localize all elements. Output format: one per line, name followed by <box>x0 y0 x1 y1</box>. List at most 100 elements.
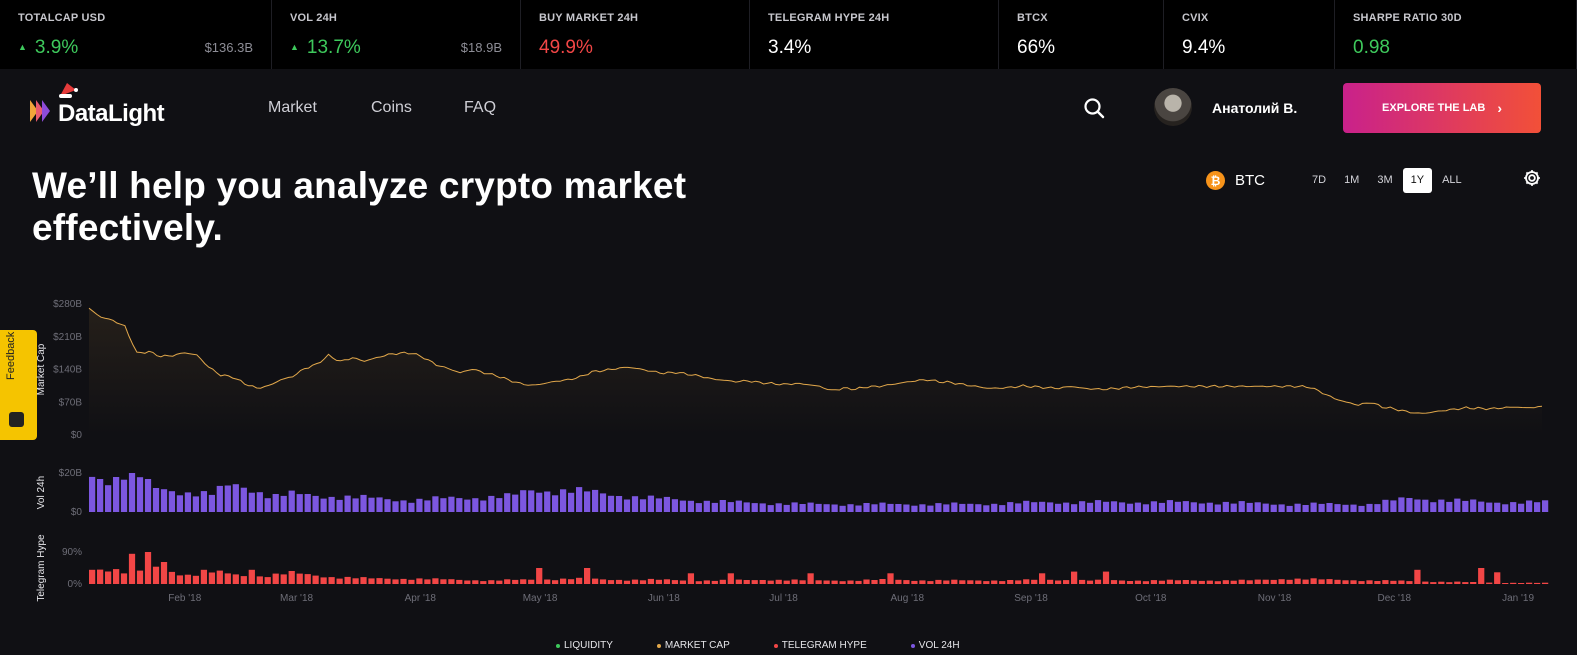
bar-telegram-hype <box>1142 581 1150 584</box>
bar-telegram-hype <box>264 577 271 584</box>
nav-market[interactable]: Market <box>268 99 317 116</box>
ticker-value: ▲ 13.7% <box>290 37 361 59</box>
bar-vol-24h <box>256 492 263 512</box>
bar-telegram-hype <box>584 568 591 584</box>
bar-telegram-hype <box>232 574 239 584</box>
bar-telegram-hype <box>1366 580 1373 584</box>
bar-vol-24h <box>352 498 359 512</box>
bar-telegram-hype <box>991 580 998 584</box>
bar-vol-24h <box>328 496 335 512</box>
bar-vol-24h <box>344 495 351 512</box>
explore-the-lab-button[interactable]: EXPLORE THE LAB › <box>1343 83 1541 133</box>
bar-vol-24h <box>783 504 790 512</box>
bar-vol-24h <box>192 496 200 512</box>
bar-vol-24h <box>232 484 239 512</box>
bar-telegram-hype <box>1150 580 1158 584</box>
bar-vol-24h <box>599 493 607 512</box>
bar-telegram-hype <box>256 576 263 584</box>
bar-vol-24h <box>903 504 910 512</box>
bar-vol-24h <box>927 505 934 512</box>
bar-telegram-hype <box>1454 581 1461 584</box>
ticker-item-sharpe-ratio-30d[interactable]: SHARPE RATIO 30D 0.98 <box>1335 0 1577 69</box>
bar-vol-24h <box>1406 498 1413 512</box>
coin-selector[interactable]: ₿ BTC <box>1206 171 1265 190</box>
datalight-logo[interactable]: DataLight <box>30 83 200 132</box>
x-tick-label: Jun '18 <box>648 593 680 604</box>
nav-coins[interactable]: Coins <box>371 99 412 116</box>
range-7d[interactable]: 7D <box>1312 174 1327 186</box>
legend-telegram-hype[interactable]: TELEGRAM HYPE <box>773 640 867 651</box>
legend-market-cap[interactable]: MARKET CAP <box>656 640 730 651</box>
user-name[interactable]: Анатолий В. <box>1212 100 1298 116</box>
bar-vol-24h <box>1422 499 1429 512</box>
market-cap-panel: $280B $210B $140B $70B $0 Market Cap <box>36 299 1543 441</box>
ticker-value: 49.9% <box>539 37 593 59</box>
ticker-item-totalcap-usd[interactable]: TOTALCAP USD ▲ 3.9% $136.3B <box>0 0 272 69</box>
bar-vol-24h <box>999 505 1006 512</box>
bar-telegram-hype <box>1015 580 1022 584</box>
x-axis: Feb '18 Mar '18 Apr '18 May '18 Jun '18 Jul '… <box>168 593 1534 604</box>
legend-vol-24h[interactable]: VOL 24H <box>910 640 960 651</box>
legend-liquidity[interactable]: LIQUIDITY <box>556 640 613 651</box>
bar-vol-24h <box>759 503 766 512</box>
bar-telegram-hype <box>1031 579 1038 584</box>
bar-vol-24h <box>655 498 663 512</box>
bar-vol-24h <box>1158 502 1166 512</box>
up-arrow-icon: ▲ <box>18 42 27 52</box>
range-3m[interactable]: 3M <box>1377 174 1393 186</box>
bar-telegram-hype <box>1478 568 1485 584</box>
ticker-item-btcx[interactable]: BTCX 66% <box>999 0 1164 69</box>
ticker-sub: $136.3B <box>204 40 253 55</box>
bar-vol-24h <box>168 491 176 512</box>
gear-icon[interactable] <box>1522 168 1542 188</box>
nav-faq[interactable]: FAQ <box>464 99 497 116</box>
range-1m[interactable]: 1M <box>1344 174 1360 186</box>
bar-telegram-hype <box>767 580 774 584</box>
range-1y[interactable]: 1Y <box>1402 168 1433 193</box>
bar-vol-24h <box>743 502 750 512</box>
bar-telegram-hype <box>120 573 128 584</box>
bar-vol-24h <box>1486 502 1493 512</box>
bar-vol-24h <box>1510 502 1517 512</box>
ticker-item-cvix[interactable]: CVIX 9.4% <box>1164 0 1335 69</box>
ticker-label: BTCX <box>1017 12 1048 24</box>
bar-telegram-hype <box>1071 571 1078 584</box>
bar-vol-24h <box>1039 501 1046 512</box>
ticker-item-vol-24h[interactable]: VOL 24H ▲ 13.7% $18.9B <box>272 0 521 69</box>
bar-vol-24h <box>959 503 966 512</box>
avatar[interactable] <box>1154 88 1192 126</box>
feedback-tab[interactable]: Feedback <box>0 330 37 440</box>
bar-vol-24h <box>1350 504 1357 512</box>
bar-telegram-hype <box>879 579 886 584</box>
ticker-item-buy-market-24h[interactable]: BUY MARKET 24H 49.9% <box>521 0 750 69</box>
bar-vol-24h <box>1190 502 1197 512</box>
bar-vol-24h <box>1318 503 1325 512</box>
bar-telegram-hype <box>1063 580 1070 584</box>
bar-telegram-hype <box>560 578 567 584</box>
bar-telegram-hype <box>1470 582 1477 584</box>
bar-vol-24h <box>528 490 535 512</box>
bar-vol-24h <box>1182 501 1189 512</box>
bar-telegram-hype <box>623 580 631 584</box>
bar-telegram-hype <box>1398 580 1405 584</box>
bar-vol-24h <box>863 503 870 512</box>
ticker-item-telegram-hype-24h[interactable]: TELEGRAM HYPE 24H 3.4% <box>750 0 999 69</box>
bar-telegram-hype <box>1023 579 1030 584</box>
bar-vol-24h <box>1390 500 1397 512</box>
bar-telegram-hype <box>783 580 790 584</box>
range-all[interactable]: ALL <box>1442 174 1462 186</box>
bar-vol-24h <box>1478 501 1485 512</box>
bar-vol-24h <box>951 502 958 512</box>
bar-telegram-hype <box>1246 580 1253 584</box>
x-tick-label: Mar '18 <box>280 593 313 604</box>
bitcoin-icon: ₿ <box>1206 171 1225 190</box>
bar-vol-24h <box>208 494 216 512</box>
bar-vol-24h <box>1342 504 1349 512</box>
bar-vol-24h <box>943 504 950 512</box>
range-selector: 7D 1M 3M 1Y ALL <box>1304 168 1472 193</box>
bar-vol-24h <box>887 503 894 512</box>
bar-telegram-hype <box>248 569 255 584</box>
search-icon[interactable] <box>1083 97 1105 119</box>
ticker-value: 9.4% <box>1182 37 1225 59</box>
bar-telegram-hype <box>663 579 671 584</box>
